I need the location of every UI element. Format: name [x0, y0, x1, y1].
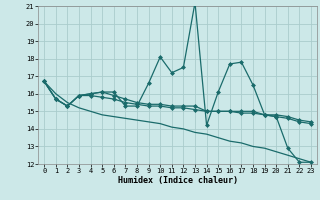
X-axis label: Humidex (Indice chaleur): Humidex (Indice chaleur) [118, 176, 238, 185]
